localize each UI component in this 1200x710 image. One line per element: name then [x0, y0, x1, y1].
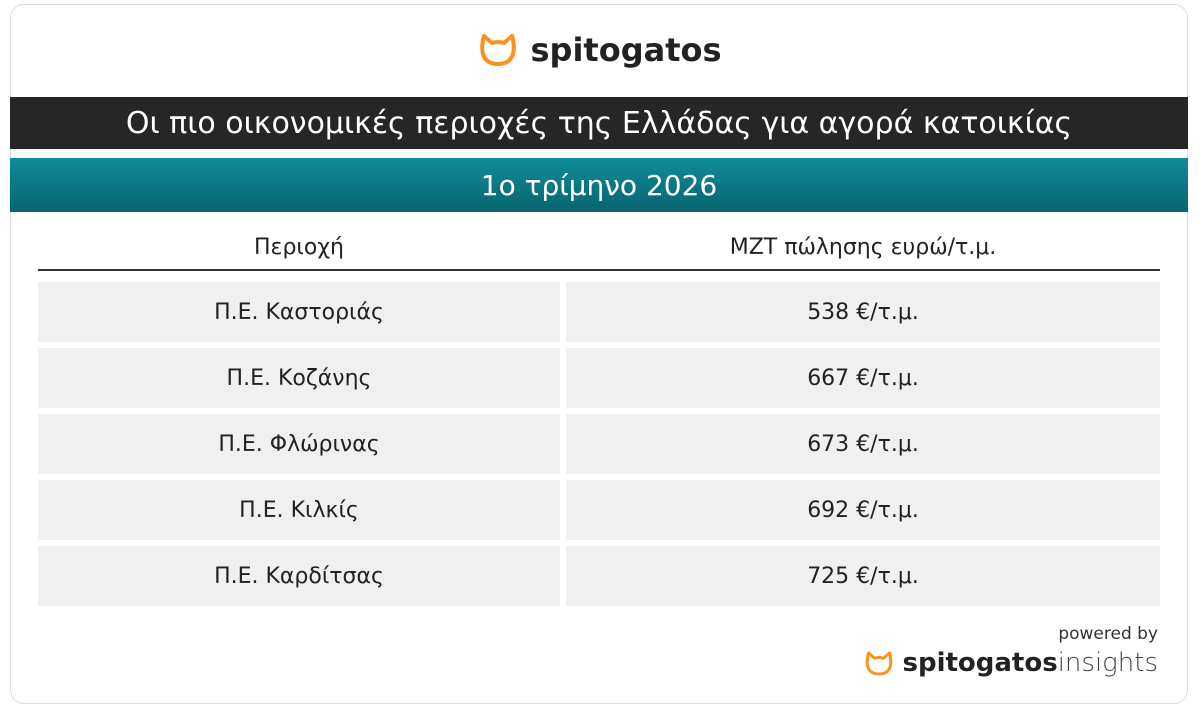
powered-by: powered by — [1058, 624, 1158, 644]
card — [10, 4, 1188, 704]
column-header: ΜΖΤ πώλησης ευρώ/τ.μ. — [729, 234, 997, 260]
footer-brand: spitogatosinsights — [864, 648, 1158, 678]
subtitle: 1ο τρίμηνο 2026 — [10, 158, 1188, 212]
cat-logo — [866, 651, 893, 675]
region-cell: Π.Ε. Καρδίτσας — [38, 546, 560, 606]
price-cell: 692 €/τ.μ. — [566, 480, 1160, 540]
price-cell: 538 €/τ.μ. — [566, 282, 1160, 342]
region-cell: Π.Ε. Καστοριάς — [38, 282, 560, 342]
price-cell: 667 €/τ.μ. — [566, 348, 1160, 408]
title: Οι πιο οικονομικές περιοχές της Ελλάδας … — [10, 97, 1188, 149]
brand-name: spitogatos — [530, 31, 722, 69]
footer-brand-name: spitogatos — [902, 648, 1058, 678]
footer-product: insights — [1057, 648, 1158, 678]
price-cell: 725 €/τ.μ. — [566, 546, 1160, 606]
column-header: Περιοχή — [254, 234, 344, 260]
region-cell: Π.Ε. Κοζάνης — [38, 348, 560, 408]
region-cell: Π.Ε. Φλώρινας — [38, 414, 560, 474]
price-cell: 673 €/τ.μ. — [566, 414, 1160, 474]
cat-logo — [480, 34, 517, 66]
header-rule — [38, 269, 1160, 271]
region-cell: Π.Ε. Κιλκίς — [38, 480, 560, 540]
brand: spitogatos — [0, 26, 1200, 74]
